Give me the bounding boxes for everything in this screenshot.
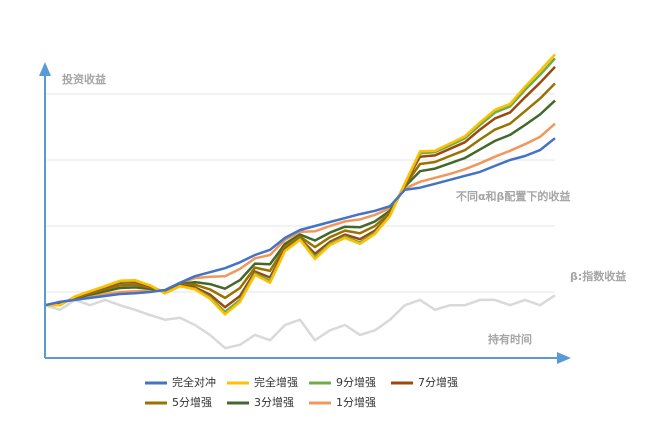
series-line: [44, 137, 556, 307]
legend-label: 5分增强: [172, 395, 212, 409]
series-line: [44, 66, 556, 309]
y-axis-label: 投资收益: [62, 72, 106, 86]
series-line: [44, 122, 556, 307]
annotation: 不同α和β配置下的收益: [456, 189, 570, 203]
legend-label: 完全对冲: [172, 375, 216, 389]
series-line: [44, 99, 556, 307]
lines: [44, 53, 556, 350]
legend-label: 完全增强: [254, 375, 298, 389]
grid: [45, 93, 555, 293]
legend-label: 9分增强: [336, 375, 376, 389]
series-line: [45, 53, 556, 316]
legend: 完全对冲 完全增强 9分增强 7分增强 5分增强 3分增强 1分增强: [145, 375, 458, 409]
benchmark-label: β:指数收益: [570, 269, 626, 283]
series-line: [44, 82, 556, 307]
series-line: [45, 57, 556, 314]
x-axis-label: 持有时间: [488, 332, 532, 346]
legend-label: 1分增强: [336, 395, 376, 409]
legend-label: 3分增强: [254, 395, 294, 409]
legend-label: 7分增强: [418, 375, 458, 389]
benchmark-line: [44, 294, 556, 350]
